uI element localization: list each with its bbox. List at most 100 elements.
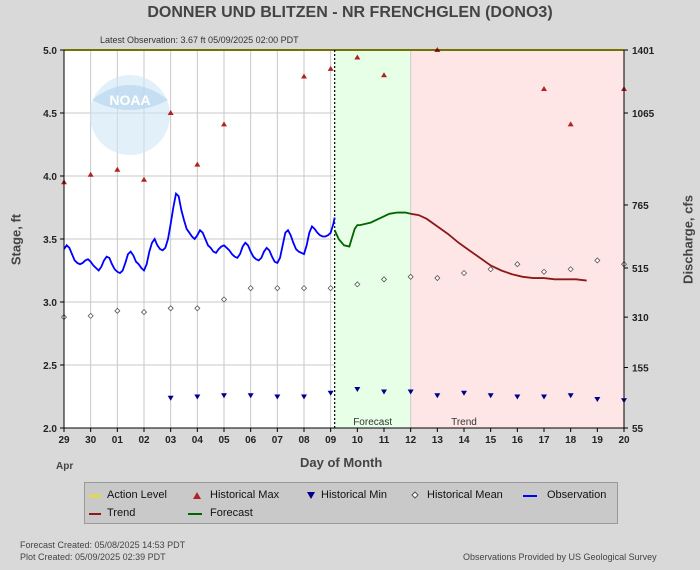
historical-min-point <box>167 395 174 401</box>
historical-max-point <box>354 54 361 60</box>
historical-max-point <box>381 72 387 78</box>
historical-max-point <box>114 166 121 172</box>
historical-mean-point <box>460 269 468 277</box>
x-tick-label: 29 <box>58 435 70 446</box>
historical-mean-point <box>247 285 254 292</box>
y-tick-label: 5.0 <box>43 46 57 57</box>
noaa-logo: NOAA <box>90 75 170 155</box>
legend-symbols <box>89 491 537 515</box>
historical-mean-point <box>300 285 308 292</box>
legend-observation: Observation <box>547 489 607 501</box>
y2-tick-label: 155 <box>632 364 649 375</box>
y2-tick-label: 55 <box>632 424 644 435</box>
legend-action-level: Action Level <box>107 489 167 501</box>
chart-title: DONNER UND BLITZEN - NR FRENCHGLEN (DONO… <box>147 4 553 21</box>
historical-max-point <box>301 73 307 79</box>
x-tick-label: 19 <box>592 435 604 446</box>
historical-min-point <box>274 394 281 400</box>
region-forecast <box>334 50 411 428</box>
y2-axis-title: Discharge, cfs <box>680 195 696 284</box>
chart-legend: Action Level Historical Max Historical M… <box>84 482 618 524</box>
observation-line <box>63 191 336 275</box>
historical-min-point <box>407 389 414 395</box>
historical-mean-point <box>567 266 574 273</box>
forecast-line <box>333 211 411 248</box>
x-tick-label: 13 <box>432 435 444 446</box>
y-axis-title: Stage, ft <box>8 213 24 266</box>
y-tick-label: 2.0 <box>43 424 57 435</box>
y-tick-label: 4.5 <box>43 109 57 120</box>
legend-forecast: Forecast <box>210 507 253 519</box>
x-tick-label: 12 <box>405 435 417 446</box>
y-tick-label: 4.0 <box>43 172 57 183</box>
x-tick-label: 01 <box>112 435 124 446</box>
legend-historical-max: Historical Max <box>210 489 280 501</box>
historical-min-point <box>487 393 494 399</box>
historical-max-point <box>221 121 227 127</box>
x-tick-label: 03 <box>165 435 177 446</box>
historical-min-point <box>434 393 441 399</box>
historical-min-point <box>594 397 601 403</box>
historical-max-point <box>567 121 574 127</box>
x-tick-label: 18 <box>565 435 577 446</box>
y2-tick-label: 1065 <box>632 109 655 120</box>
legend-historical-mean-symbol <box>411 491 419 499</box>
historical-mean-point <box>434 274 441 282</box>
historical-min-point <box>567 393 574 399</box>
historical-mean-point <box>514 261 521 268</box>
y-tick-label: 3.5 <box>43 235 57 246</box>
historical-mean-point <box>194 305 201 312</box>
x-tick-label: 05 <box>218 435 230 446</box>
historical-min-point <box>194 394 201 400</box>
trend-line <box>410 212 587 282</box>
historical-max-point <box>167 110 174 115</box>
x-tick-label: 30 <box>85 435 97 446</box>
historical-mean-point <box>167 305 174 312</box>
historical-max-point <box>194 161 201 167</box>
plot-created: Plot Created: 05/09/2025 02:39 PDT <box>20 552 166 562</box>
y-tick-label: 2.5 <box>43 361 57 372</box>
historical-mean-point <box>274 285 281 292</box>
historical-mean-point <box>487 266 494 273</box>
y2-tick-label: 765 <box>632 201 649 212</box>
latest-observation: Latest Observation: 3.67 ft 05/09/2025 0… <box>100 35 299 45</box>
logo-text: NOAA <box>109 92 150 108</box>
region-label-trend: Trend <box>451 417 477 428</box>
legend-trend: Trend <box>107 507 136 519</box>
region-trend <box>410 50 624 428</box>
legend-historical-max-symbol <box>193 492 201 499</box>
x-tick-label: 10 <box>352 435 364 446</box>
historical-max-point <box>87 171 94 177</box>
region-label-forecast: Forecast <box>353 417 392 428</box>
x-tick-label: 11 <box>379 435 390 446</box>
historical-min-point <box>461 390 467 396</box>
historical-min-point <box>514 394 521 400</box>
historical-mean-point <box>140 309 148 316</box>
historical-min-point <box>247 393 254 399</box>
forecast-created: Forecast Created: 05/08/2025 14:53 PDT <box>20 540 186 550</box>
historical-mean-point <box>327 285 334 292</box>
historical-mean-point <box>87 312 94 319</box>
hydrograph-chart: Forecast Trend NOAA 29 30 01 02 03 04 05 06 07 08 0… <box>43 46 655 446</box>
logo-wave <box>92 85 168 110</box>
y-tick-label: 3.0 <box>43 298 57 309</box>
historical-min-point <box>541 394 547 400</box>
historical-mean-point <box>220 296 228 303</box>
historical-max-point <box>141 176 147 182</box>
x-tick-label: 08 <box>298 435 310 446</box>
historical-mean-point <box>594 257 601 264</box>
historical-mean-point <box>407 273 414 280</box>
historical-min-point <box>327 390 334 396</box>
x-tick-label: 20 <box>618 435 630 446</box>
historical-min-point <box>354 386 361 392</box>
y2-tick-label: 515 <box>632 264 649 275</box>
historical-max-point <box>541 86 547 92</box>
x-tick-label: 02 <box>138 435 150 446</box>
historical-mean-point <box>354 281 361 288</box>
legend-historical-min-symbol <box>307 492 315 499</box>
historical-min-point <box>221 393 227 399</box>
x-tick-label: 15 <box>485 435 497 446</box>
historical-max-point <box>327 65 334 71</box>
legend-historical-min: Historical Min <box>321 489 388 501</box>
